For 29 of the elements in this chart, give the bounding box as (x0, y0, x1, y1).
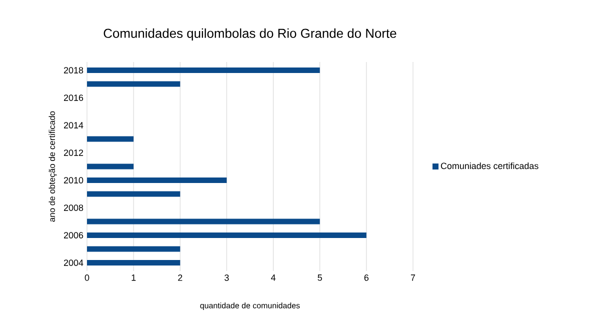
x-tick-label: 2 (178, 274, 182, 281)
y-tick-label: 2018 (64, 67, 84, 74)
x-tick-label: 4 (270, 274, 276, 281)
bar (87, 191, 180, 197)
x-tick-label: 3 (224, 274, 229, 281)
bar (87, 232, 366, 238)
y-tick-label: 2008 (64, 204, 84, 211)
y-tick-label: 2004 (64, 260, 84, 266)
bar (87, 178, 227, 183)
x-tick-label: 5 (318, 274, 322, 281)
y-tick-label: 2016 (64, 94, 84, 101)
y-tick-label: 2006 (64, 232, 84, 238)
bar (87, 260, 180, 266)
bar (87, 164, 134, 170)
legend-label: Comuniades certificadas (440, 162, 538, 170)
y-tick-label: 2010 (64, 177, 84, 184)
bar (87, 136, 134, 142)
x-tick-label: 7 (410, 274, 416, 281)
x-tick-label: 0 (84, 274, 90, 281)
y-axis-title: ano de obteção de certificado (48, 111, 57, 222)
y-tick-label: 2012 (64, 150, 84, 156)
bar (87, 67, 320, 73)
chart-title: Comunidades quilombolas do Rio Grande do Norte (104, 28, 396, 40)
y-tick-label: 2014 (64, 122, 84, 128)
x-tick-label: 1 (132, 274, 136, 281)
bar (87, 246, 180, 252)
bar (87, 81, 180, 87)
x-tick-label: 6 (364, 274, 369, 281)
bar (87, 218, 320, 224)
